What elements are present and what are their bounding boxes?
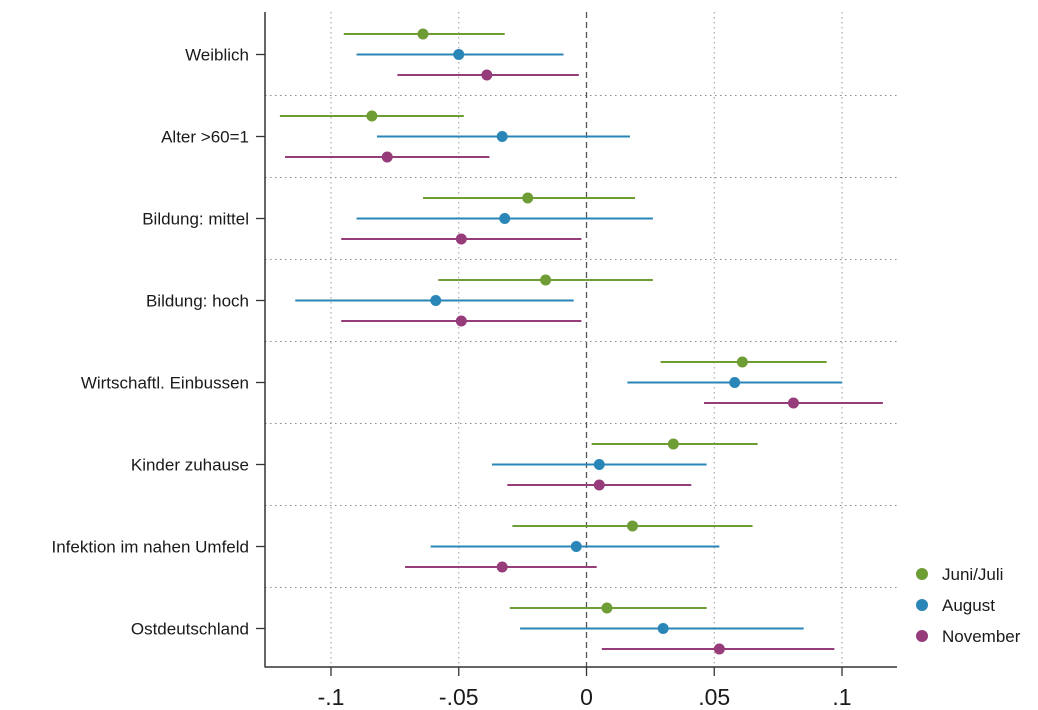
category-label: Weiblich	[185, 46, 249, 65]
category-label: Bildung: mittel	[142, 210, 249, 229]
point-estimate-juni-juli	[601, 602, 613, 614]
point-estimate-august	[657, 623, 669, 634]
point-estimate-august	[453, 49, 465, 60]
x-tick-label: -.05	[439, 684, 479, 710]
x-tick-label: -.1	[318, 684, 345, 710]
point-estimate-juni-juli	[626, 520, 638, 532]
category-label: Ostdeutschland	[131, 620, 249, 639]
point-estimate-juni-juli	[736, 356, 748, 368]
point-estimate-juni-juli	[522, 192, 534, 204]
confidence-intervals	[279, 28, 883, 655]
point-estimate-juni-juli	[417, 28, 429, 40]
point-estimate-november	[593, 479, 605, 491]
category-label: Bildung: hoch	[146, 292, 249, 311]
point-estimate-juni-juli	[366, 110, 378, 122]
legend-marker	[916, 568, 928, 580]
point-estimate-august	[729, 377, 741, 388]
point-estimate-august	[430, 295, 442, 306]
category-label: Kinder zuhause	[131, 456, 249, 475]
category-labels: Weiblich Alter >60=1 Bildung: mittel Bildun…	[52, 46, 265, 639]
plot-grid	[265, 12, 897, 667]
plot-axes	[264, 12, 897, 668]
x-axis-ticks: -.1 -.05 0 .05 .1	[318, 667, 852, 710]
x-tick-label: .05	[698, 684, 730, 710]
point-estimate-august	[496, 131, 508, 142]
legend-label: Juni/Juli	[942, 565, 1003, 584]
point-estimate-august	[570, 541, 582, 552]
point-estimate-august	[593, 459, 605, 470]
legend-marker	[916, 630, 928, 642]
category-label: Wirtschaftl. Einbussen	[81, 374, 249, 393]
point-estimate-november	[713, 643, 725, 655]
point-estimate-august	[499, 213, 511, 224]
legend-label: August	[942, 596, 995, 615]
point-estimate-november	[381, 151, 393, 163]
x-tick-label: .1	[832, 684, 851, 710]
point-estimate-november	[455, 233, 467, 245]
point-estimate-juni-juli	[667, 438, 679, 450]
point-estimate-november	[787, 397, 799, 409]
category-label: Infektion im nahen Umfeld	[52, 538, 250, 557]
x-tick-label: 0	[580, 684, 593, 710]
point-estimate-juni-juli	[540, 274, 552, 286]
legend-marker	[916, 599, 928, 611]
point-estimate-november	[455, 315, 467, 327]
legend-label: November	[942, 627, 1021, 646]
point-estimate-november	[496, 561, 508, 573]
legend: Juni/Juli August November	[916, 565, 1021, 646]
category-label: Alter >60=1	[161, 128, 249, 147]
point-estimate-november	[481, 69, 493, 81]
